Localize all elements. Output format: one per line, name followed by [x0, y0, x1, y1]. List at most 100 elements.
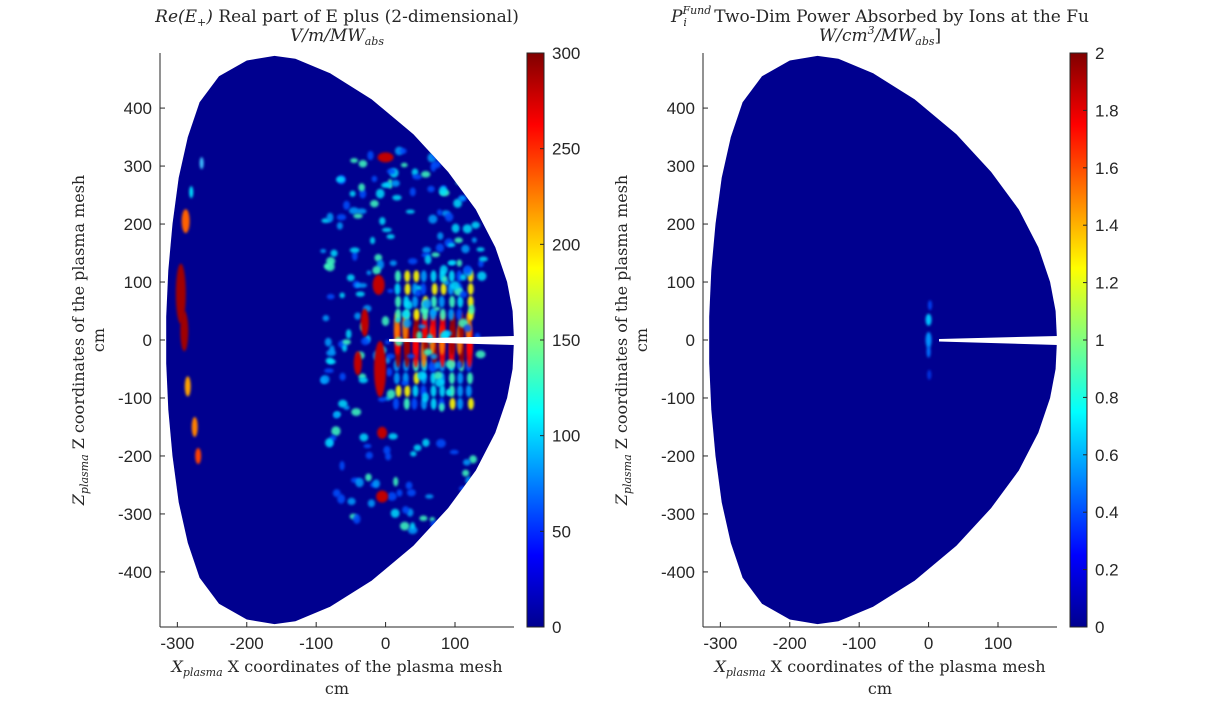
field-peak [377, 152, 394, 163]
field-blob [374, 254, 383, 262]
field-blob [467, 397, 474, 410]
field-blob [454, 237, 463, 244]
field-blob [457, 397, 464, 410]
field-blob [456, 259, 463, 267]
field-blob [399, 521, 410, 531]
field-blob [428, 214, 438, 224]
left-y-ticks: 400 300 200 100 0 -100 -200 -300 -400 [118, 99, 165, 582]
field-blob [448, 308, 455, 321]
x-tick-label: -100 [842, 634, 876, 653]
field-blob [395, 308, 402, 321]
field-blob [463, 265, 472, 274]
field-blob [406, 489, 416, 497]
field-blob [448, 372, 455, 385]
field-blob [437, 209, 443, 216]
colorbar-tick-label: 250 [552, 140, 580, 159]
field-blob [384, 357, 391, 364]
y-tick-label: 300 [124, 157, 152, 176]
field-blob [413, 270, 420, 283]
x-tick-label: -200 [773, 634, 807, 653]
field-blob [366, 270, 372, 276]
field-blob [448, 166, 455, 173]
left-subtitle: V/m/MWabs [290, 26, 384, 48]
field-blob [356, 208, 367, 215]
field-blob [430, 162, 437, 172]
field-blob [449, 295, 456, 308]
field-blob [456, 361, 463, 369]
field-blob [369, 236, 376, 245]
field-blob [451, 223, 460, 233]
x-tick-label: 100 [441, 634, 469, 653]
field-blob [423, 348, 433, 356]
field-blob [393, 397, 400, 410]
field-peak [377, 426, 388, 439]
field-blob [404, 385, 411, 398]
field-peak [376, 490, 389, 503]
y-tick-label: 300 [667, 157, 695, 176]
field-blob [386, 234, 395, 240]
field-blob [463, 324, 472, 333]
field-blob [365, 473, 372, 482]
y-tick-label: -300 [661, 505, 695, 524]
field-blob [324, 368, 334, 374]
field-blob [462, 459, 471, 466]
left-plasma-field [166, 55, 514, 625]
field-blob [412, 295, 419, 308]
field-blob [461, 244, 470, 254]
field-blob [408, 258, 418, 265]
field-blob [320, 248, 327, 254]
field-blob [430, 397, 437, 410]
field-edge-peak [181, 209, 190, 234]
field-blob [457, 295, 464, 308]
field-blob [457, 372, 464, 385]
field-blob [459, 274, 467, 281]
right-xlabel: Xplasma X coordinates of the plasma mesh [713, 657, 1046, 679]
field-blob [455, 180, 466, 185]
field-blob [478, 259, 484, 268]
field-blob [330, 249, 338, 257]
field-blob [339, 292, 345, 299]
field-blob [387, 492, 397, 501]
field-blob [430, 270, 437, 283]
field-blob [438, 295, 445, 308]
field-blob [381, 316, 390, 327]
field-blob [420, 282, 427, 295]
field-blob [389, 260, 397, 267]
field-blob [478, 256, 488, 262]
field-blob [383, 445, 391, 455]
field-blob [388, 433, 398, 440]
left-xlabel-unit: cm [325, 679, 349, 698]
colorbar-tick-label: 1.2 [1095, 274, 1119, 293]
field-blob [436, 438, 446, 448]
field-blob [394, 317, 401, 323]
x-tick-label: -100 [299, 634, 333, 653]
field-blob [431, 252, 440, 258]
field-blob [391, 179, 400, 187]
field-blob [422, 438, 430, 447]
field-blob [378, 397, 387, 402]
field-blob [375, 188, 385, 199]
field-blob [399, 148, 407, 154]
x-tick-label: -300 [703, 634, 737, 653]
left-colorbar-ticks: 300 250 200 150 100 50 0 [540, 44, 580, 637]
field-blob [325, 438, 334, 448]
field-blob [352, 514, 361, 524]
field-blob [411, 397, 418, 410]
field-blob [347, 497, 356, 506]
field-blob [386, 168, 396, 175]
colorbar-tick-label: 0.6 [1095, 446, 1119, 465]
colorbar-tick-label: 1.6 [1095, 159, 1119, 178]
field-edge-peak [175, 263, 186, 324]
field-blob [453, 198, 462, 208]
field-blob [394, 270, 401, 283]
field-blob [437, 232, 444, 240]
right-plasma-field [709, 55, 1057, 625]
field-blob [448, 270, 455, 283]
field-blob [425, 494, 434, 499]
field-blob [476, 247, 485, 252]
right-ylabel-group: Zplasma Z coordinates of the plasma mesh… [612, 175, 651, 506]
right-xlabel-unit: cm [868, 679, 892, 698]
field-blob [471, 237, 477, 243]
field-blob [367, 150, 374, 161]
field-blob [337, 494, 346, 504]
